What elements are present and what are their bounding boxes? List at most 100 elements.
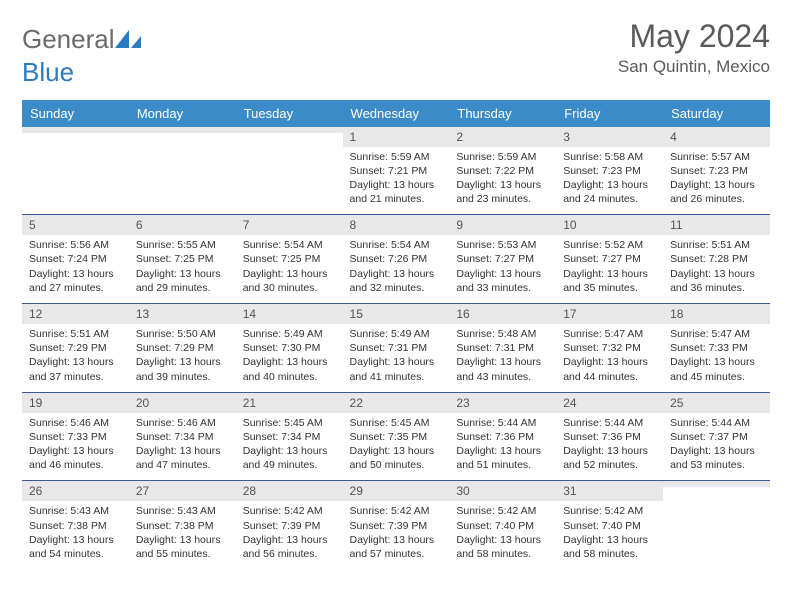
day-number-value: 1 — [350, 130, 357, 144]
day-content: Sunrise: 5:49 AMSunset: 7:31 PMDaylight:… — [343, 324, 450, 392]
daylight-text: Daylight: 13 hours and 41 minutes. — [350, 355, 443, 383]
day-number-value: 23 — [456, 396, 469, 410]
location-label: San Quintin, Mexico — [618, 57, 770, 77]
daylight-text: Daylight: 13 hours and 53 minutes. — [670, 444, 763, 472]
sunset-text: Sunset: 7:33 PM — [670, 341, 763, 355]
day-number-value: 19 — [29, 396, 42, 410]
sunset-text: Sunset: 7:30 PM — [243, 341, 336, 355]
day-content: Sunrise: 5:42 AMSunset: 7:39 PMDaylight:… — [343, 501, 450, 569]
day-number — [236, 127, 343, 133]
sunrise-text: Sunrise: 5:46 AM — [29, 416, 122, 430]
day-number-value: 29 — [350, 484, 363, 498]
day-content: Sunrise: 5:51 AMSunset: 7:29 PMDaylight:… — [22, 324, 129, 392]
logo-text-right: Blue — [22, 57, 74, 87]
day-number-value: 22 — [350, 396, 363, 410]
day-number: 22 — [343, 393, 450, 413]
header: GeneralBlue May 2024 San Quintin, Mexico — [22, 18, 770, 88]
logo-text: GeneralBlue — [22, 24, 141, 88]
calendar-day-cell: 21Sunrise: 5:45 AMSunset: 7:34 PMDayligh… — [236, 392, 343, 481]
calendar-day-cell: 8Sunrise: 5:54 AMSunset: 7:26 PMDaylight… — [343, 215, 450, 304]
day-number-value: 8 — [350, 218, 357, 232]
sunset-text: Sunset: 7:35 PM — [350, 430, 443, 444]
day-number-value: 7 — [243, 218, 250, 232]
calendar-day-cell — [22, 127, 129, 215]
sunrise-text: Sunrise: 5:59 AM — [350, 150, 443, 164]
calendar-body: 1 Sunrise: 5:59 AMSunset: 7:21 PM Daylight… — [22, 127, 770, 569]
sunrise-text: Sunrise: 5:47 AM — [670, 327, 763, 341]
calendar-day-cell: 5Sunrise: 5:56 AMSunset: 7:24 PMDaylight… — [22, 215, 129, 304]
day-content: Sunrise: 5:47 AMSunset: 7:32 PMDaylight:… — [556, 324, 663, 392]
day-number-value: 30 — [456, 484, 469, 498]
day-content: Sunrise: 5:43 AMSunset: 7:38 PMDaylight:… — [129, 501, 236, 569]
sunset-text: Sunset: 7:39 PM — [350, 519, 443, 533]
calendar-day-cell — [663, 481, 770, 569]
day-number-value: 21 — [243, 396, 256, 410]
sunset-text: Sunset: 7:34 PM — [243, 430, 336, 444]
calendar-day-cell: 10Sunrise: 5:52 AMSunset: 7:27 PMDayligh… — [556, 215, 663, 304]
day-number: 1 — [343, 127, 450, 147]
day-number — [663, 481, 770, 487]
sunset-text: Sunset: 7:25 PM — [243, 252, 336, 266]
calendar-day-cell: 14 Sunrise: 5:49 AMSunset: 7:30 PMDayligh… — [236, 304, 343, 393]
logo-sail-icon — [115, 26, 141, 57]
sunrise-text: Sunrise: 5:51 AM — [670, 238, 763, 252]
sunset-text: Sunset: 7:21 PM — [350, 164, 443, 178]
sunrise-text: Sunrise: 5:45 AM — [243, 416, 336, 430]
day-content: Sunrise: 5:46 AMSunset: 7:34 PMDaylight:… — [129, 413, 236, 481]
day-number: 24 — [556, 393, 663, 413]
day-number: 4 — [663, 127, 770, 147]
day-number-value: 11 — [670, 218, 682, 232]
day-number: 31 — [556, 481, 663, 501]
day-number: 21 — [236, 393, 343, 413]
day-number-value: 31 — [563, 484, 576, 498]
weekday-header-row: Sunday Monday Tuesday Wednesday Thursday… — [22, 100, 770, 127]
sunrise-text: Sunrise: 5:46 AM — [136, 416, 229, 430]
calendar-day-cell: 7Sunrise: 5:54 AMSunset: 7:25 PMDaylight… — [236, 215, 343, 304]
day-number: 3 — [556, 127, 663, 147]
weekday-header: Thursday — [449, 100, 556, 127]
daylight-text: Daylight: 13 hours and 50 minutes. — [350, 444, 443, 472]
calendar-week-row: 5Sunrise: 5:56 AMSunset: 7:24 PMDaylight… — [22, 215, 770, 304]
calendar-day-cell: 19 Sunrise: 5:46 AMSunset: 7:33 PMDayligh… — [22, 392, 129, 481]
daylight-text: Daylight: 13 hours and 32 minutes. — [350, 267, 443, 295]
daylight-text: Daylight: 13 hours and 54 minutes. — [29, 533, 122, 561]
day-content: Sunrise: 5:59 AMSunset: 7:22 PMDaylight:… — [449, 147, 556, 215]
calendar-day-cell: 6Sunrise: 5:55 AMSunset: 7:25 PMDaylight… — [129, 215, 236, 304]
day-content: Sunrise: 5:49 AMSunset: 7:30 PMDaylight:… — [236, 324, 343, 392]
day-number-value: 14 — [243, 307, 256, 321]
calendar-day-cell: 2Sunrise: 5:59 AMSunset: 7:22 PMDaylight… — [449, 127, 556, 215]
sunset-text: Sunset: 7:23 PM — [670, 164, 763, 178]
day-number: 26 — [22, 481, 129, 501]
calendar-day-cell: 3Sunrise: 5:58 AMSunset: 7:23 PMDaylight… — [556, 127, 663, 215]
sunrise-text: Sunrise: 5:47 AM — [563, 327, 656, 341]
calendar-day-cell: 23Sunrise: 5:44 AMSunset: 7:36 PMDayligh… — [449, 392, 556, 481]
calendar-day-cell: 28Sunrise: 5:42 AMSunset: 7:39 PMDayligh… — [236, 481, 343, 569]
day-content: Sunrise: 5:46 AMSunset: 7:33 PMDaylight:… — [22, 413, 129, 481]
weekday-header: Wednesday — [343, 100, 450, 127]
daylight-text: Daylight: 13 hours and 44 minutes. — [563, 355, 656, 383]
sunrise-text: Sunrise: 5:42 AM — [563, 504, 656, 518]
calendar-day-cell — [129, 127, 236, 215]
calendar-day-cell: 9Sunrise: 5:53 AMSunset: 7:27 PMDaylight… — [449, 215, 556, 304]
daylight-text: Daylight: 13 hours and 26 minutes. — [670, 178, 763, 206]
day-number-value: 13 — [136, 307, 149, 321]
daylight-text: Daylight: 13 hours and 52 minutes. — [563, 444, 656, 472]
day-number-value: 28 — [243, 484, 256, 498]
day-number — [22, 127, 129, 133]
day-content: Sunrise: 5:43 AMSunset: 7:38 PMDaylight:… — [22, 501, 129, 569]
daylight-text: Daylight: 13 hours and 57 minutes. — [350, 533, 443, 561]
sunrise-text: Sunrise: 5:45 AM — [350, 416, 443, 430]
day-number: 2 — [449, 127, 556, 147]
day-content: Sunrise: 5:53 AMSunset: 7:27 PMDaylight:… — [449, 235, 556, 303]
calendar-day-cell: 17 Sunrise: 5:47 AMSunset: 7:32 PMDayligh… — [556, 304, 663, 393]
calendar-day-cell: 16Sunrise: 5:48 AMSunset: 7:31 PMDayligh… — [449, 304, 556, 393]
sunrise-text: Sunrise: 5:49 AM — [243, 327, 336, 341]
calendar-day-cell: 15Sunrise: 5:49 AMSunset: 7:31 PMDayligh… — [343, 304, 450, 393]
day-content: Sunrise: 5:58 AMSunset: 7:23 PMDaylight:… — [556, 147, 663, 215]
calendar-day-cell: 4Sunrise: 5:57 AMSunset: 7:23 PMDaylight… — [663, 127, 770, 215]
daylight-text: Daylight: 13 hours and 47 minutes. — [136, 444, 229, 472]
day-number-value: 17 — [563, 307, 576, 321]
sunset-text: Sunset: 7:33 PM — [29, 430, 122, 444]
sunrise-text: Sunrise: 5:42 AM — [456, 504, 549, 518]
day-number: 14 — [236, 304, 343, 324]
